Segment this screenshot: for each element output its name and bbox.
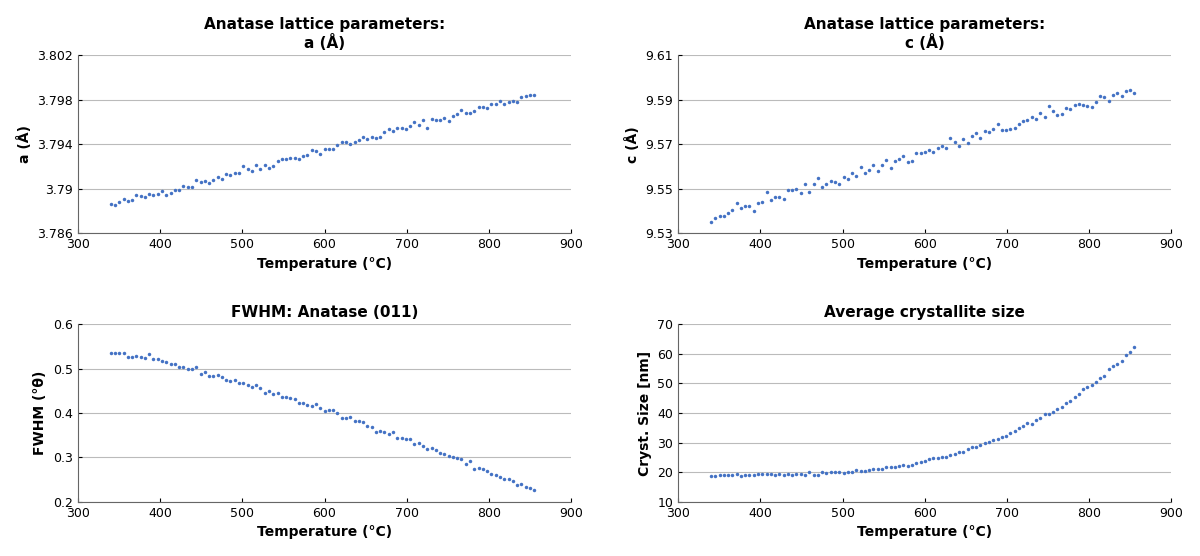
- Y-axis label: FWHM (°θ): FWHM (°θ): [34, 371, 48, 455]
- Y-axis label: a (Å): a (Å): [17, 125, 31, 163]
- Y-axis label: Cryst. Size [nm]: Cryst. Size [nm]: [637, 350, 652, 475]
- Title: Average crystallite size: Average crystallite size: [824, 305, 1025, 320]
- X-axis label: Temperature (°C): Temperature (°C): [857, 525, 992, 539]
- Y-axis label: c (Å): c (Å): [625, 126, 640, 163]
- Title: Anatase lattice parameters:
c (Å): Anatase lattice parameters: c (Å): [804, 17, 1045, 52]
- Title: Anatase lattice parameters:
a (Å): Anatase lattice parameters: a (Å): [204, 17, 445, 52]
- X-axis label: Temperature (°C): Temperature (°C): [257, 525, 392, 539]
- X-axis label: Temperature (°C): Temperature (°C): [857, 256, 992, 271]
- Title: FWHM: Anatase (011): FWHM: Anatase (011): [230, 305, 418, 320]
- X-axis label: Temperature (°C): Temperature (°C): [257, 256, 392, 271]
